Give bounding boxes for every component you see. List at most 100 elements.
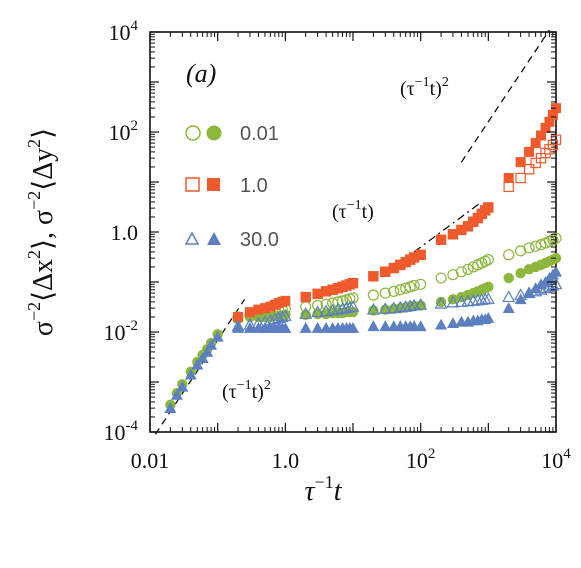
point-30.0-x <box>311 322 324 333</box>
point-30.0-y <box>399 300 413 312</box>
point-30.0-y <box>414 298 428 310</box>
point-0.01-y <box>367 289 379 301</box>
y-tick-label: 102 <box>109 118 139 145</box>
point-1.0-x <box>368 271 379 282</box>
point-1.0-y <box>435 234 447 245</box>
point-30.0-x <box>176 380 189 392</box>
point-30.0-x <box>201 345 214 357</box>
point-1.0-x <box>395 259 406 270</box>
point-30.0-y <box>403 299 417 312</box>
point-0.01-y <box>462 263 474 275</box>
point-30.0-y <box>231 319 245 332</box>
point-0.01-y <box>530 240 542 252</box>
point-30.0-x <box>211 330 224 342</box>
axis-ticks: 0.01 1.0 102 104 10-4 10-2 1.0 102 104 <box>104 18 572 473</box>
point-1.0-y <box>456 224 467 236</box>
point-0.01-x <box>503 272 514 284</box>
point-30.0-x <box>379 320 392 332</box>
y-tick-label: 104 <box>109 18 139 45</box>
legend-marker-0.01-open <box>185 125 201 141</box>
point-30.0-x <box>170 388 183 400</box>
legend-marker-1.0-filled <box>207 178 220 191</box>
point-30.0-y <box>454 295 468 307</box>
point-1.0-y <box>341 280 352 291</box>
point-1.0-y <box>327 284 338 295</box>
point-1.0-y <box>503 181 514 193</box>
point-1.0-y <box>337 281 348 293</box>
point-1.0-x <box>348 278 358 289</box>
point-1.0-x <box>259 303 270 314</box>
legend: 0.01 1.0 30.0 <box>184 123 279 251</box>
point-1.0-x <box>535 130 546 141</box>
point-30.0-y <box>366 302 380 315</box>
y-tick-label: 10-4 <box>104 418 139 445</box>
point-1.0-x <box>321 286 332 297</box>
panel-label: (a) <box>186 59 216 88</box>
point-1.0-y <box>320 286 332 297</box>
data-points <box>164 103 563 413</box>
point-30.0-y <box>278 309 292 321</box>
point-0.01-y <box>379 287 391 299</box>
point-0.01-y <box>332 296 344 308</box>
guide-line-2 <box>460 29 550 163</box>
x-tick-label: 1.0 <box>272 448 300 473</box>
point-30.0-x <box>196 352 209 363</box>
y-tick-label: 1.0 <box>111 220 139 245</box>
legend-marker-30.0-filled <box>207 232 221 245</box>
point-30.0-y <box>263 313 277 326</box>
point-1.0-y <box>540 147 551 159</box>
point-1.0-x <box>409 252 420 263</box>
annotation-slope2-upper: (τ−1t)2 <box>400 75 449 100</box>
legend-label-1.0: 1.0 <box>240 175 268 197</box>
point-0.01-y <box>394 284 406 296</box>
point-1.0-x <box>503 173 514 184</box>
point-1.0-x <box>544 116 555 127</box>
point-1.0-y <box>480 205 491 216</box>
point-0.01-y <box>312 299 324 312</box>
x-tick-label: 102 <box>406 446 436 473</box>
legend-marker-1.0-open <box>185 177 200 192</box>
point-30.0-y <box>275 310 289 322</box>
point-30.0-y <box>446 295 460 308</box>
annotation-slope1: (τ−1t) <box>332 198 374 223</box>
point-30.0-x <box>435 318 448 330</box>
point-30.0-x <box>446 317 459 328</box>
point-0.01-y <box>503 249 515 261</box>
point-1.0-x <box>462 221 473 232</box>
point-0.01-x <box>483 281 494 293</box>
point-30.0-y <box>331 302 345 315</box>
point-30.0-y <box>534 283 548 295</box>
point-30.0-y <box>434 296 448 309</box>
point-0.01-y <box>415 278 427 290</box>
point-1.0-x <box>244 307 255 318</box>
point-30.0-y <box>335 302 350 314</box>
point-30.0-x <box>279 322 292 333</box>
point-0.01-y <box>400 282 412 294</box>
point-1.0-x <box>388 263 399 274</box>
point-30.0-x <box>502 302 515 313</box>
point-30.0-x <box>347 322 359 333</box>
y-tick-label: 10-2 <box>104 318 139 345</box>
point-30.0-x <box>414 320 427 332</box>
point-1.0-y <box>523 164 535 175</box>
point-1.0-x <box>524 146 535 157</box>
point-1.0-y <box>515 172 526 184</box>
point-30.0-y <box>481 292 495 304</box>
guide-lines <box>154 29 550 435</box>
point-30.0-y <box>514 288 528 300</box>
point-1.0-y <box>300 291 311 303</box>
point-30.0-x <box>164 402 177 413</box>
point-1.0-y <box>476 208 487 220</box>
point-1.0-y <box>415 249 426 260</box>
x-tick-label: 104 <box>541 446 571 473</box>
point-30.0-x <box>367 320 380 332</box>
point-30.0-y <box>529 284 543 297</box>
legend-label-0.01: 0.01 <box>240 123 279 145</box>
point-0.01-x <box>435 296 447 308</box>
legend-marker-0.01-filled <box>206 125 222 141</box>
point-1.0-x <box>280 295 291 306</box>
point-1.0-x <box>547 109 558 120</box>
point-30.0-y <box>343 300 357 313</box>
point-1.0-x <box>447 229 458 240</box>
point-1.0-x <box>530 138 541 149</box>
